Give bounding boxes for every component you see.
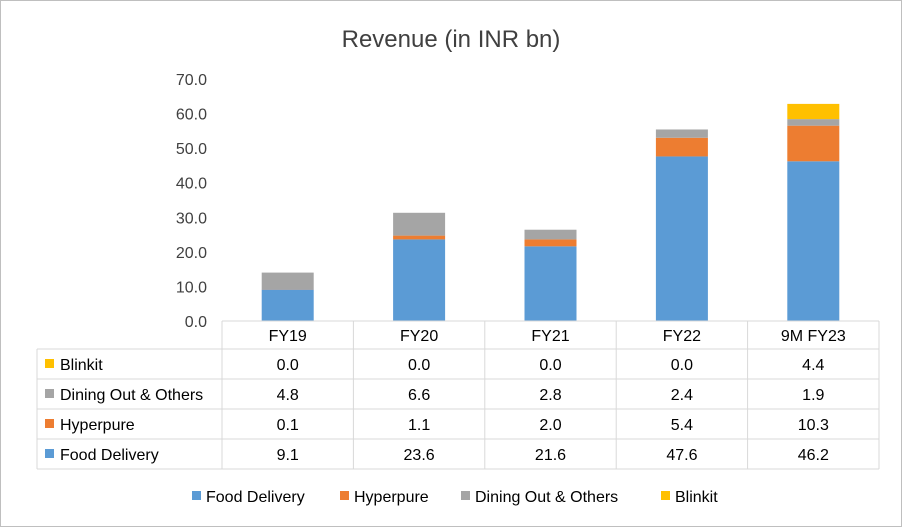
data-label: 6.6 (408, 387, 430, 404)
y-tick-label: 20.0 (176, 245, 207, 262)
bar-segment (655, 137, 708, 157)
category-label: 9M FY23 (781, 328, 846, 345)
data-label: 21.6 (535, 447, 566, 464)
row-swatch (45, 359, 54, 368)
data-table: FY19 FY20 FY21 FY22 9M FY23 Blinkit 0.0 0.0 0.0 0… (36, 320, 880, 470)
category-label: FY20 (400, 328, 438, 345)
bar-segment (393, 235, 446, 240)
data-label: 1.1 (408, 417, 430, 434)
bar-segment (787, 119, 840, 126)
y-tick-label: 70.0 (176, 72, 207, 89)
data-label: 2.4 (671, 387, 693, 404)
data-label: 23.6 (404, 447, 435, 464)
bar-segment (787, 161, 840, 321)
y-tick-label: 30.0 (176, 210, 207, 227)
legend: Food Delivery Hyperpure Dining Out & Other… (192, 489, 718, 506)
legend-label: Dining Out & Others (475, 489, 618, 506)
data-label: 2.8 (539, 387, 561, 404)
legend-label: Hyperpure (354, 489, 429, 506)
data-label: 4.8 (277, 387, 299, 404)
legend-swatch (461, 491, 470, 500)
bar-segment (524, 239, 577, 247)
category-label: FY21 (531, 328, 569, 345)
bar-segment (261, 272, 314, 290)
data-label: 4.4 (802, 357, 824, 374)
bar-segment (787, 125, 840, 162)
data-label: 5.4 (671, 417, 693, 434)
legend-swatch (340, 491, 349, 500)
y-tick-label: 0.0 (185, 314, 207, 331)
y-tick-label: 60.0 (176, 107, 207, 124)
legend-swatch (192, 491, 201, 500)
row-label: Food Delivery (60, 447, 159, 464)
y-axis: 0.0 10.0 20.0 30.0 40.0 50.0 60.0 70.0 (176, 72, 207, 331)
legend-swatch (661, 491, 670, 500)
data-label: 46.2 (798, 447, 829, 464)
data-label: 0.0 (277, 357, 299, 374)
legend-label: Blinkit (675, 489, 718, 506)
y-tick-label: 40.0 (176, 176, 207, 193)
row-swatch (45, 389, 54, 398)
category-label: FY19 (269, 328, 307, 345)
row-swatch (45, 419, 54, 428)
data-label: 0.0 (671, 357, 693, 374)
data-label: 0.0 (408, 357, 430, 374)
bar-segment (655, 156, 708, 321)
data-label: 2.0 (539, 417, 561, 434)
bar-segment (524, 246, 577, 321)
y-tick-label: 50.0 (176, 141, 207, 158)
data-label: 10.3 (798, 417, 829, 434)
y-tick-label: 10.0 (176, 279, 207, 296)
bar-segment (655, 129, 708, 138)
legend-label: Food Delivery (206, 489, 305, 506)
bar-segment (787, 103, 840, 120)
bar-segment (393, 212, 446, 236)
bar-segment (393, 239, 446, 321)
data-label: 9.1 (277, 447, 299, 464)
row-label: Dining Out & Others (60, 387, 203, 404)
category-label: FY22 (663, 328, 701, 345)
chart-title: Revenue (in INR bn) (342, 26, 561, 53)
data-label: 47.6 (666, 447, 697, 464)
bars (261, 103, 840, 321)
data-label: 1.9 (802, 387, 824, 404)
bar-segment (524, 229, 577, 240)
row-swatch (45, 449, 54, 458)
row-label: Hyperpure (60, 417, 135, 434)
data-label: 0.0 (539, 357, 561, 374)
data-label: 0.1 (277, 417, 299, 434)
bar-segment (261, 289, 314, 321)
row-label: Blinkit (60, 357, 103, 374)
